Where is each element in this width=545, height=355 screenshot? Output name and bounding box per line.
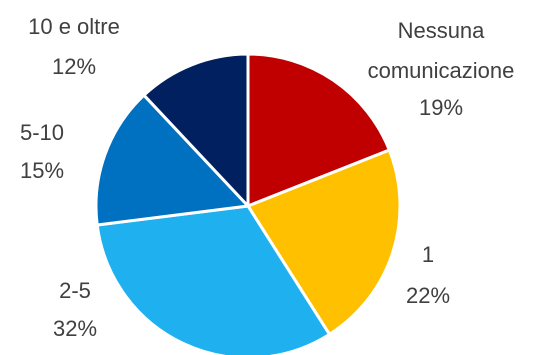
pie-slices <box>94 52 402 355</box>
slice-label-10-e-oltre: 10 e oltre <box>28 14 120 39</box>
slice-label-nessuna-line1: Nessuna <box>398 18 486 43</box>
pie-slice-nessuna-comunicazione <box>246 52 391 208</box>
slice-label-2-5: 2-5 <box>59 278 91 303</box>
pie-slice-10-e-oltre <box>142 52 250 208</box>
slice-percent-2-5: 32% <box>53 316 97 341</box>
slice-percent-5-10: 15% <box>20 158 64 183</box>
slice-label-nessuna-line2: comunicazione <box>368 58 515 83</box>
pie-slice-2-5 <box>95 204 331 355</box>
slice-percent-1: 22% <box>406 283 450 308</box>
slice-label-1: 1 <box>422 242 434 267</box>
slice-percent-10-e-oltre: 12% <box>52 54 96 79</box>
slice-percent-nessuna: 19% <box>419 95 463 120</box>
pie-slice-5-10 <box>94 93 250 227</box>
slice-labels: Nessuna comunicazione 19% 1 22% 2-5 32% … <box>20 14 514 341</box>
pie-slice-1 <box>246 148 402 336</box>
slice-label-5-10: 5-10 <box>20 120 64 145</box>
